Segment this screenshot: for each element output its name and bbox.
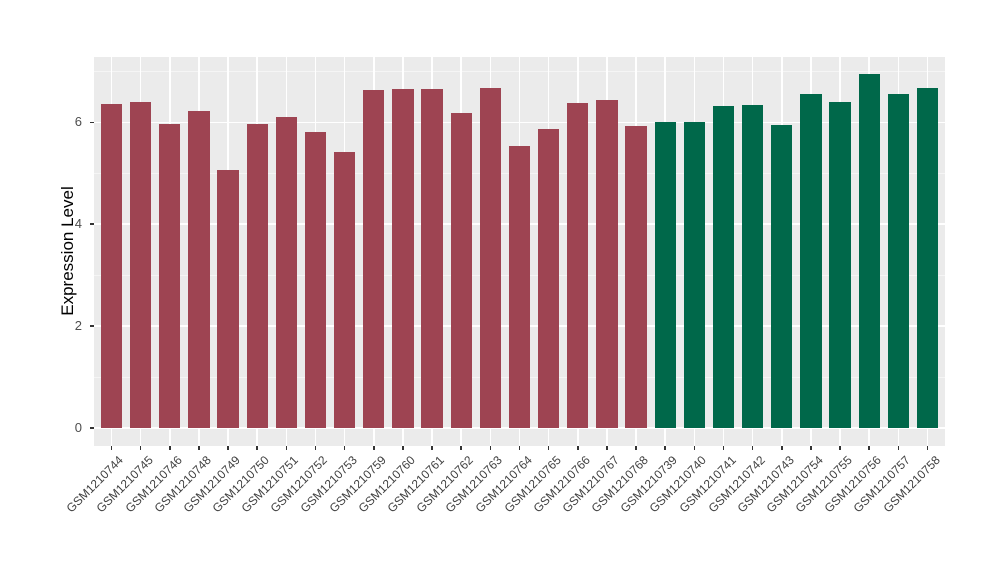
x-tick-mark-GSM1210740: [693, 446, 696, 450]
plot-panel: [94, 57, 945, 446]
x-tick-mark-GSM1210754: [810, 446, 812, 450]
x-tick-mark-GSM1210757: [897, 446, 900, 450]
bar-GSM1210750: [246, 123, 268, 429]
bar-GSM1210741: [712, 106, 735, 429]
x-tick-mark-GSM1210750: [256, 446, 258, 450]
x-tick-mark-GSM1210739: [664, 446, 666, 450]
bar-GSM1210744: [100, 104, 123, 429]
x-tick-mark-GSM1210763: [489, 446, 492, 450]
bar-GSM1210759: [363, 90, 385, 429]
bar-GSM1210767: [596, 100, 618, 429]
bar-GSM1210757: [887, 94, 909, 429]
bar-GSM1210739: [654, 122, 676, 429]
x-tick-mark-GSM1210749: [227, 446, 229, 450]
x-tick-mark-GSM1210766: [577, 446, 579, 450]
x-tick-mark-GSM1210761: [431, 446, 433, 450]
x-tick-mark-GSM1210762: [460, 446, 462, 450]
y-tick-mark-2: [90, 325, 94, 327]
bar-GSM1210768: [625, 125, 647, 429]
bar-GSM1210763: [479, 88, 501, 429]
bar-GSM1210748: [188, 111, 210, 429]
x-tick-mark-GSM1210765: [547, 446, 550, 450]
x-tick-mark-GSM1210745: [139, 446, 142, 450]
x-tick-mark-GSM1210742: [751, 446, 754, 450]
bar-GSM1210749: [217, 169, 239, 429]
y-tick-label-0: 0: [74, 420, 82, 436]
y-tick-label-4: 4: [74, 216, 82, 232]
bar-GSM1210758: [916, 88, 939, 429]
x-tick-mark-GSM1210755: [839, 446, 841, 450]
bar-GSM1210761: [421, 88, 443, 429]
x-tick-mark-GSM1210748: [198, 446, 200, 450]
x-tick-mark-GSM1210764: [518, 446, 521, 450]
y-axis-title: Expression Level: [58, 186, 77, 316]
bar-GSM1210755: [829, 102, 851, 429]
bar-GSM1210754: [800, 93, 822, 429]
x-tick-mark-GSM1210741: [722, 446, 725, 450]
bar-GSM1210742: [742, 104, 764, 429]
bar-GSM1210751: [275, 117, 297, 429]
x-tick-mark-GSM1210756: [868, 446, 870, 450]
bar-GSM1210764: [508, 146, 531, 429]
x-tick-mark-GSM1210767: [606, 446, 608, 450]
bar-GSM1210756: [858, 74, 880, 429]
bar-GSM1210760: [392, 89, 414, 429]
bar-GSM1210762: [450, 112, 472, 429]
x-tick-mark-GSM1210758: [926, 446, 929, 450]
x-tick-mark-GSM1210768: [635, 446, 637, 450]
y-tick-mark-0: [90, 427, 94, 429]
x-tick-mark-GSM1210753: [343, 446, 346, 450]
bar-GSM1210746: [159, 123, 181, 429]
y-tick-label-6: 6: [74, 114, 82, 130]
y-tick-mark-4: [90, 223, 94, 225]
bar-GSM1210765: [538, 128, 560, 429]
y-tick-mark-6: [90, 121, 94, 123]
bar-GSM1210745: [129, 101, 152, 429]
x-tick-mark-GSM1210751: [285, 446, 288, 450]
bar-GSM1210766: [567, 103, 589, 429]
bar-GSM1210752: [304, 132, 327, 429]
bar-GSM1210740: [683, 122, 705, 429]
x-tick-mark-GSM1210743: [781, 446, 783, 450]
x-tick-mark-GSM1210744: [110, 446, 113, 450]
x-tick-mark-GSM1210746: [169, 446, 171, 450]
bar-GSM1210743: [771, 124, 793, 429]
x-tick-mark-GSM1210759: [373, 446, 375, 450]
bar-GSM1210753: [333, 152, 356, 429]
y-tick-label-2: 2: [74, 318, 82, 334]
x-tick-mark-GSM1210752: [314, 446, 317, 450]
x-tick-mark-GSM1210760: [402, 446, 404, 450]
